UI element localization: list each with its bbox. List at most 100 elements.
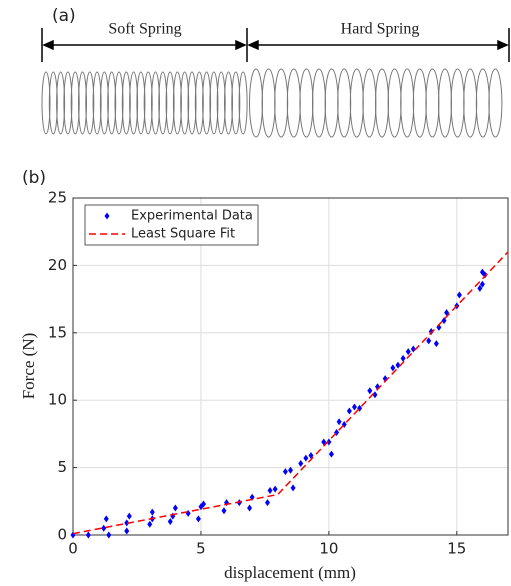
coil <box>400 68 415 138</box>
arrow-heads <box>42 39 509 51</box>
coil <box>136 71 146 135</box>
coil <box>216 71 226 135</box>
coil <box>249 68 263 138</box>
coil <box>312 68 326 138</box>
data-point <box>282 468 288 476</box>
data-point <box>106 531 112 539</box>
coil <box>85 71 95 135</box>
coil <box>337 68 352 138</box>
data-point <box>101 524 107 532</box>
coil <box>63 71 73 135</box>
y-tick-label: 20 <box>48 256 67 274</box>
coil <box>114 71 124 135</box>
panel-label: (b) <box>22 168 46 188</box>
coil <box>362 68 377 138</box>
data-point <box>147 520 153 528</box>
coil <box>180 71 190 135</box>
coil <box>202 71 212 135</box>
data-point <box>336 418 342 426</box>
coil <box>158 71 168 135</box>
x-tick-label: 5 <box>196 540 206 558</box>
legend-box <box>84 204 259 246</box>
coil <box>92 71 102 135</box>
coil <box>151 71 160 135</box>
coil <box>286 68 301 138</box>
data-point <box>433 340 439 348</box>
data-point <box>351 403 357 411</box>
data-point <box>400 354 406 362</box>
coil <box>375 68 389 138</box>
data-point <box>477 284 483 292</box>
x-tick-label: 15 <box>447 540 466 558</box>
panel-label: (a) <box>52 6 76 26</box>
y-tick-label: 5 <box>57 458 67 476</box>
x-tick-label: 10 <box>319 540 338 558</box>
coil <box>387 68 402 138</box>
coil <box>324 68 339 138</box>
coil <box>209 71 219 135</box>
data-point <box>103 515 109 523</box>
data-point <box>303 454 309 462</box>
coil <box>143 71 153 135</box>
legend-label: Least Square Fit <box>131 227 235 242</box>
coil <box>299 68 314 138</box>
data-point <box>410 345 416 353</box>
coil <box>129 71 139 135</box>
data-point <box>167 518 173 526</box>
data-point <box>395 361 401 369</box>
coil <box>121 71 131 135</box>
data-point <box>298 460 304 468</box>
coil <box>231 71 241 135</box>
data-point <box>272 485 278 493</box>
y-tick-label: 10 <box>48 391 67 409</box>
data-point <box>290 484 296 492</box>
x-tick-label: 0 <box>68 540 78 558</box>
data-point <box>288 466 293 474</box>
coil <box>450 68 465 138</box>
coil <box>187 71 197 135</box>
coil <box>238 71 248 135</box>
coil <box>107 71 117 135</box>
data-point <box>264 499 270 507</box>
coil <box>438 68 452 138</box>
springs <box>41 68 503 138</box>
data-point <box>124 527 130 535</box>
coil <box>48 71 58 135</box>
coil <box>475 68 490 138</box>
coil <box>99 71 109 135</box>
coil <box>41 71 51 135</box>
coil <box>349 68 364 138</box>
data-point <box>346 407 352 415</box>
plot-frame <box>72 197 509 536</box>
legend-label: Experimental Data <box>131 209 253 224</box>
coil <box>488 68 503 138</box>
data-point <box>405 348 411 356</box>
data-point <box>328 450 334 458</box>
data-point <box>247 504 253 512</box>
data-point <box>149 508 155 516</box>
legend-marker <box>104 212 110 220</box>
spring-label: Hard Spring <box>341 21 420 38</box>
coil <box>172 71 182 135</box>
data-point <box>479 280 485 288</box>
y-tick-label: 25 <box>48 189 67 207</box>
data-point <box>426 337 432 345</box>
coil <box>261 68 276 138</box>
coil <box>425 68 440 138</box>
data-point <box>126 512 132 520</box>
data-point <box>172 504 178 512</box>
coil <box>70 71 80 135</box>
fit-line <box>72 251 509 535</box>
y-tick-label: 15 <box>48 323 67 341</box>
spring-label: Soft Spring <box>108 21 181 38</box>
data-point <box>221 507 227 515</box>
data-point <box>326 438 332 446</box>
plot-area <box>72 197 509 536</box>
data-point <box>195 515 201 523</box>
data-point <box>124 519 130 527</box>
data-point <box>267 487 273 495</box>
data-point <box>201 500 206 508</box>
data-point <box>456 291 462 299</box>
dimension-arrows <box>41 28 510 62</box>
